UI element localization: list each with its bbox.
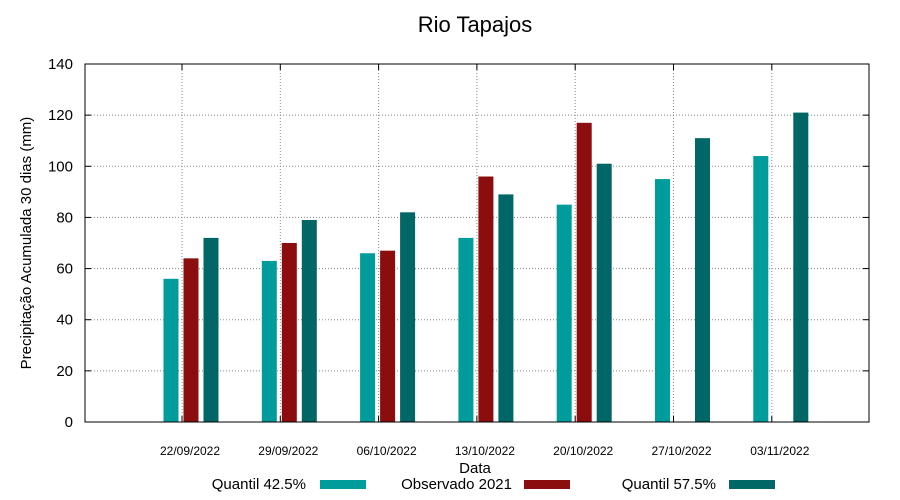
- legend-label: Quantil 42.5%: [212, 476, 306, 493]
- x-tick-label: 03/11/2022: [750, 444, 809, 458]
- y-axis-label: Precipitação Acumulada 30 dias (mm): [18, 117, 35, 370]
- bar: [281, 243, 297, 422]
- y-tick-label: 40: [56, 312, 73, 329]
- y-tick-label: 80: [56, 209, 73, 226]
- legend-swatch: [729, 480, 775, 489]
- bars: [163, 112, 809, 423]
- bar: [261, 260, 277, 422]
- y-tick-label: 20: [56, 363, 73, 380]
- x-tick-label: 06/10/2022: [357, 444, 417, 458]
- bar: [655, 179, 670, 422]
- axes: 0 20 40 60 80 100 120 140 22/09/2022 29/09/2022 06…: [48, 56, 869, 458]
- bar: [793, 112, 809, 422]
- bar: [498, 194, 514, 422]
- bar: [753, 156, 769, 423]
- y-tick-label: 100: [48, 158, 73, 175]
- bar: [458, 237, 474, 422]
- bar: [163, 278, 179, 422]
- legend-swatch: [320, 480, 366, 489]
- x-tick-label: 27/10/2022: [651, 444, 711, 458]
- bar: [301, 219, 317, 422]
- bar: [556, 204, 572, 422]
- legend: Quantil 42.5% Observado 2021 Quantil 57.5%: [212, 476, 775, 493]
- grid: [85, 64, 869, 422]
- x-tick-label: 20/10/2022: [553, 444, 613, 458]
- bar: [695, 138, 710, 422]
- y-tick-label: 140: [48, 56, 73, 73]
- bar: [596, 163, 612, 422]
- x-tick-label: 22/09/2022: [160, 444, 220, 458]
- plot-frame: [84, 63, 870, 423]
- y-tick-label: 120: [48, 107, 73, 124]
- bar: [380, 250, 396, 422]
- y-tick-label: 0: [65, 414, 73, 431]
- legend-swatch: [524, 480, 570, 489]
- legend-label: Observado 2021: [401, 476, 512, 493]
- bar: [203, 237, 219, 422]
- y-tick-label: 60: [56, 261, 73, 278]
- bar: [183, 258, 199, 422]
- x-tick-label: 29/09/2022: [258, 444, 318, 458]
- bar: [576, 122, 592, 423]
- x-tick-label: 13/10/2022: [455, 444, 515, 458]
- x-axis-label: Data: [459, 460, 491, 477]
- bar: [478, 176, 494, 422]
- bar: [360, 253, 376, 422]
- chart-title: Rio Tapajos: [418, 12, 533, 37]
- legend-label: Quantil 57.5%: [622, 476, 716, 493]
- bar: [400, 212, 416, 422]
